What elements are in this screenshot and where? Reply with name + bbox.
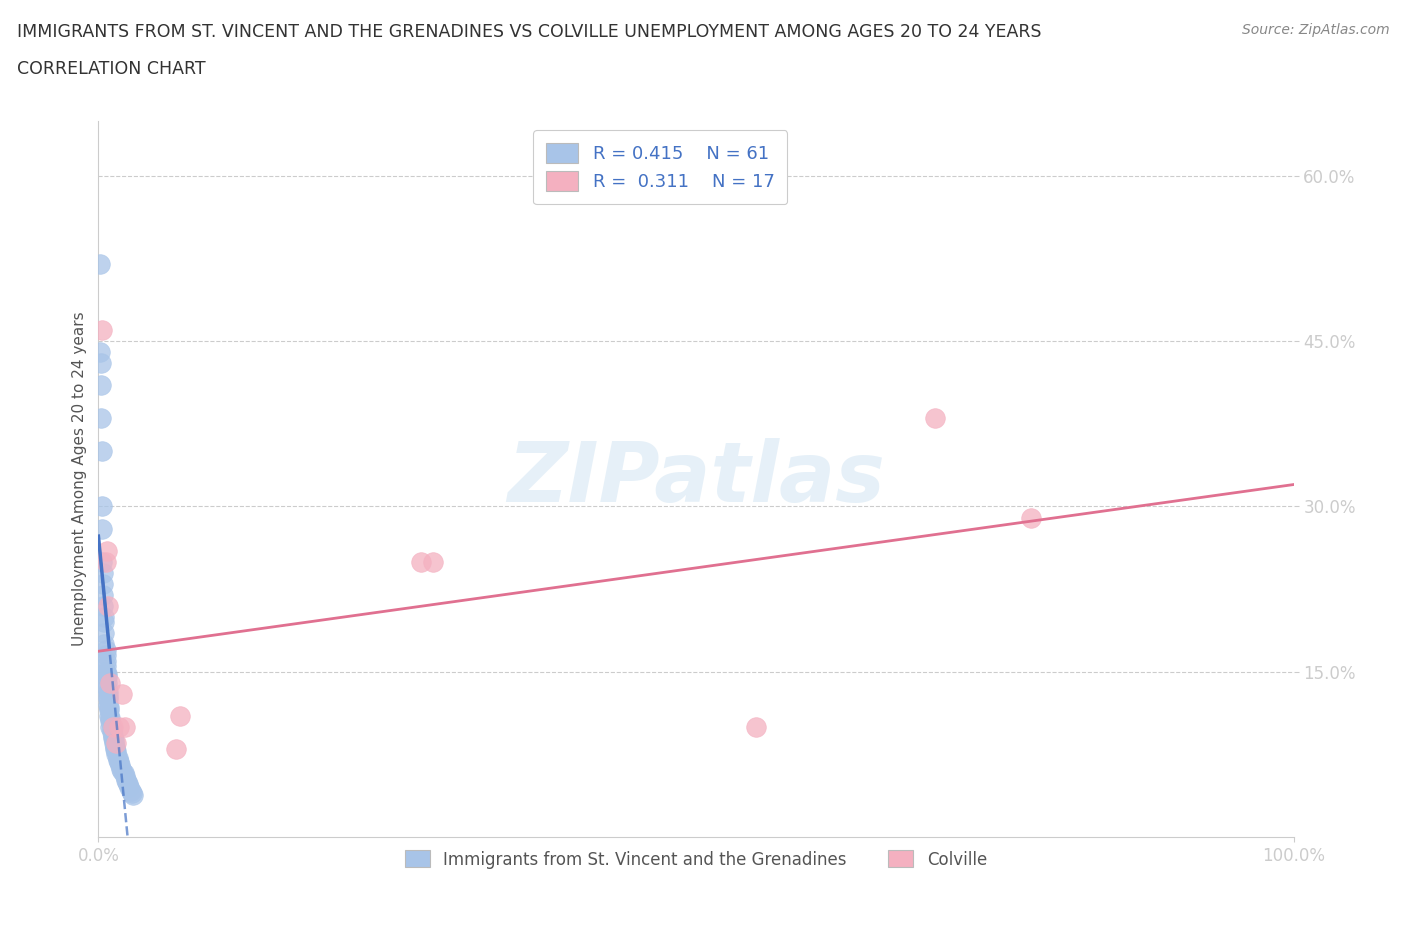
Point	[98, 703, 121, 718]
Point	[91, 565, 114, 580]
Point	[121, 786, 143, 801]
Point	[115, 775, 138, 790]
Point	[103, 733, 125, 748]
Point	[411, 554, 433, 569]
Point	[93, 609, 115, 624]
Point	[98, 709, 121, 724]
Point	[165, 741, 187, 756]
Point	[91, 521, 114, 536]
Point	[97, 692, 120, 707]
Point	[91, 577, 114, 591]
Point	[97, 598, 120, 613]
Text: IMMIGRANTS FROM ST. VINCENT AND THE GRENADINES VS COLVILLE UNEMPLOYMENT AMONG AG: IMMIGRANTS FROM ST. VINCENT AND THE GREN…	[17, 23, 1042, 41]
Text: ZIPatlas: ZIPatlas	[508, 438, 884, 520]
Text: CORRELATION CHART: CORRELATION CHART	[17, 60, 205, 78]
Point	[90, 378, 112, 392]
Point	[107, 754, 129, 769]
Point	[91, 499, 114, 514]
Point	[1019, 510, 1042, 525]
Point	[924, 411, 946, 426]
Point	[105, 747, 128, 762]
Point	[107, 752, 129, 767]
Point	[111, 764, 134, 778]
Point	[105, 744, 128, 759]
Point	[97, 688, 120, 703]
Point	[93, 615, 115, 630]
Point	[98, 675, 122, 690]
Text: Source: ZipAtlas.com: Source: ZipAtlas.com	[1241, 23, 1389, 37]
Point	[94, 653, 117, 668]
Point	[98, 714, 122, 729]
Point	[101, 728, 124, 743]
Point	[120, 783, 142, 798]
Point	[114, 720, 136, 735]
Point	[91, 554, 114, 569]
Point	[111, 686, 134, 701]
Point	[105, 736, 128, 751]
Point	[93, 626, 115, 641]
Point	[97, 698, 120, 712]
Point	[122, 788, 145, 803]
Point	[94, 643, 117, 658]
Point	[93, 637, 115, 652]
Point	[745, 720, 768, 735]
Point	[422, 554, 444, 569]
Point	[96, 681, 118, 696]
Point	[104, 739, 127, 754]
Point	[100, 724, 122, 739]
Point	[104, 741, 127, 756]
Point	[100, 722, 122, 737]
Point	[96, 675, 118, 690]
Point	[94, 658, 117, 673]
Point	[91, 598, 114, 613]
Point	[110, 762, 132, 777]
Point	[91, 323, 114, 338]
Point	[169, 709, 191, 724]
Point	[96, 667, 118, 682]
Point	[101, 720, 124, 735]
Point	[117, 777, 139, 791]
Point	[96, 670, 118, 684]
Point	[94, 648, 117, 663]
Point	[91, 444, 114, 458]
Point	[118, 780, 141, 795]
Legend: Immigrants from St. Vincent and the Grenadines, Colville: Immigrants from St. Vincent and the Gren…	[398, 844, 994, 875]
Point	[98, 699, 121, 714]
Point	[98, 711, 122, 725]
Point	[90, 411, 112, 426]
Point	[90, 356, 112, 371]
Point	[114, 769, 136, 784]
Point	[103, 736, 125, 751]
Point	[107, 751, 129, 765]
Y-axis label: Unemployment Among Ages 20 to 24 years: Unemployment Among Ages 20 to 24 years	[72, 312, 87, 646]
Point	[96, 543, 118, 558]
Point	[91, 587, 114, 602]
Point	[101, 730, 124, 745]
Point	[115, 772, 138, 787]
Point	[98, 720, 122, 735]
Point	[89, 345, 111, 360]
Point	[112, 765, 135, 780]
Point	[107, 720, 129, 735]
Point	[97, 684, 120, 699]
Point	[94, 554, 117, 569]
Point	[108, 758, 131, 773]
Point	[89, 257, 111, 272]
Point	[94, 664, 117, 679]
